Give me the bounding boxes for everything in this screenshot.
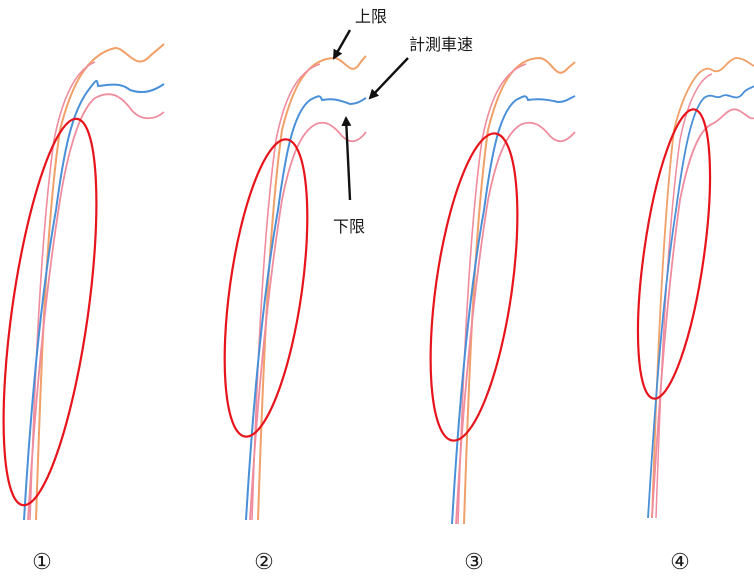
upper-limit-trace	[35, 43, 165, 521]
annotation-arrows	[332, 29, 409, 201]
measured-speed-trace	[451, 95, 576, 525]
lower-limit-trace	[455, 121, 576, 525]
measured-speed-arrow	[368, 57, 409, 100]
upper-limit-trace	[651, 57, 754, 519]
measured-speed-trace	[23, 80, 165, 521]
upper-limit-arrow	[332, 29, 352, 60]
panel-3	[429, 56, 576, 525]
lower-limit-trace	[27, 93, 165, 521]
panel-2	[223, 55, 367, 521]
lower-limit-trace	[651, 108, 754, 519]
panel-label-3: ③	[464, 550, 484, 575]
panel-label-1: ①	[32, 550, 52, 575]
upper-limit-trace-inner	[251, 63, 321, 521]
lower-limit-arrow	[341, 116, 352, 201]
measured-speed-trace	[245, 95, 367, 521]
upper-limit-trace	[257, 55, 367, 521]
highlight-ellipse	[636, 108, 712, 400]
lower-limit-label: 下限	[333, 217, 365, 236]
highlight-ellipse	[429, 132, 519, 442]
measured-speed-trace	[647, 85, 754, 519]
lower-limit-trace	[249, 121, 367, 521]
highlight-ellipse	[223, 138, 309, 438]
panel-4	[636, 57, 754, 519]
highlight-ellipse	[2, 117, 98, 507]
upper-limit-trace-inner	[655, 73, 713, 519]
upper-limit-label: 上限	[355, 7, 387, 26]
panel-1	[2, 43, 165, 521]
measured-speed-label: 計測車速	[409, 35, 473, 54]
panel-label-2: ②	[254, 550, 274, 575]
panel-label-4: ④	[670, 550, 690, 575]
upper-limit-trace	[463, 56, 576, 525]
